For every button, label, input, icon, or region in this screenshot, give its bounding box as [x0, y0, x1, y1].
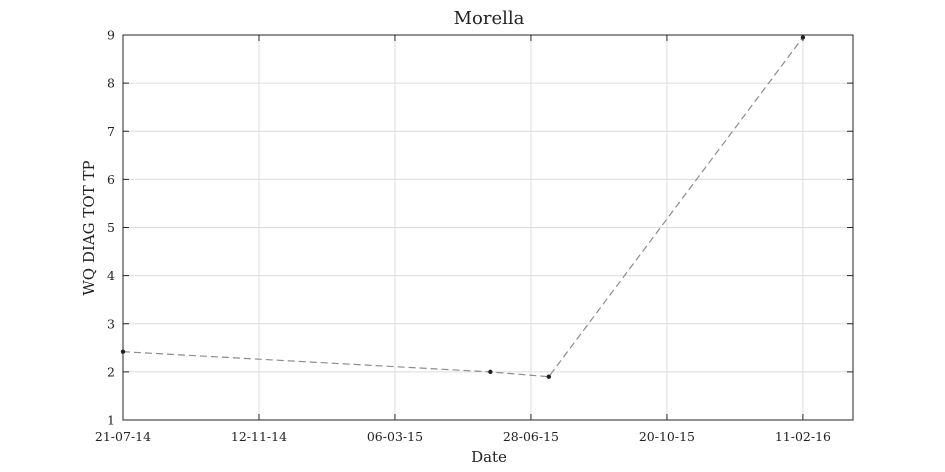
y-tick-label: 3 [107, 316, 115, 331]
data-point [546, 374, 552, 379]
grid [122, 34, 853, 421]
y-tick-label: 5 [107, 220, 115, 235]
tick-labels: 21-07-14 12-11-14 06-03-15 28-06-15 20-10-15… [95, 28, 831, 445]
series-line [122, 37, 804, 378]
x-axis-label: Date [471, 448, 507, 466]
x-tick-label: 28-06-15 [503, 429, 559, 444]
x-tick-label: 12-11-14 [231, 429, 287, 444]
axis-ticks [122, 34, 853, 421]
chart-title: Morella [454, 8, 525, 29]
y-tick-label: 7 [107, 124, 115, 139]
y-tick-label: 1 [107, 413, 115, 428]
y-axis-label: WQ DIAG TOT TP [80, 160, 98, 295]
x-tick-label: 06-03-15 [367, 429, 423, 444]
y-tick-label: 2 [107, 364, 115, 379]
data-point [488, 369, 493, 375]
x-tick-label: 11-02-16 [775, 429, 831, 444]
x-tick-label: 20-10-15 [639, 429, 695, 444]
x-tick-label: 21-07-14 [95, 429, 151, 444]
y-tick-label: 6 [107, 172, 115, 187]
series-layer [120, 35, 806, 379]
y-tick-label: 9 [107, 28, 115, 43]
y-tick-label: 8 [107, 76, 115, 91]
y-tick-label: 4 [107, 268, 115, 283]
